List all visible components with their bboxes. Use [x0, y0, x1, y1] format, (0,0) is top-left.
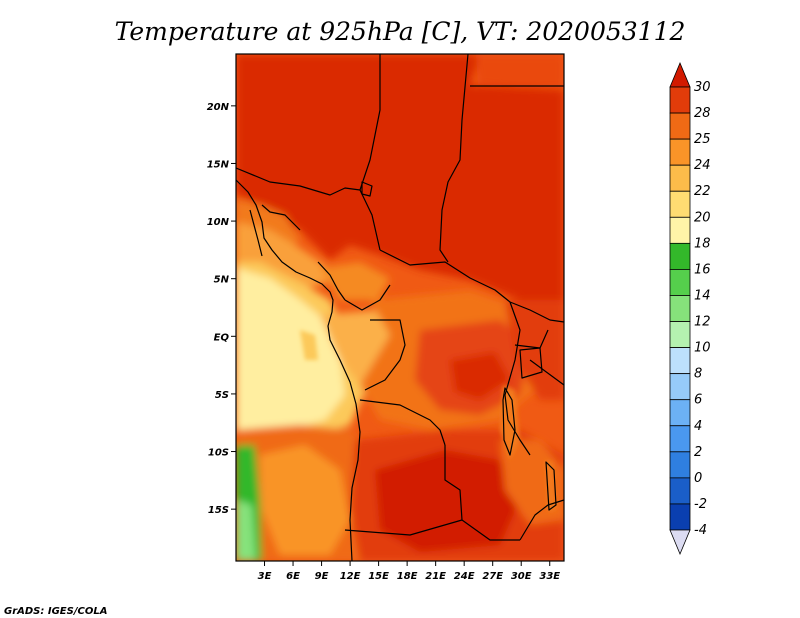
- x-tick-label: 21E: [425, 571, 446, 582]
- border-drc-east: [504, 301, 531, 456]
- colorbar-label: 12: [694, 315, 711, 330]
- x-tick-label: 24E: [454, 571, 475, 582]
- colorbar-label: -4: [694, 523, 707, 538]
- lake-chad: [361, 181, 373, 197]
- border-angola-drc: [359, 399, 446, 446]
- colorbar-label: -2: [694, 497, 707, 512]
- field-ne-28: [476, 54, 564, 88]
- colorbar-swatch: [669, 425, 691, 453]
- x-tick-label: 33E: [539, 571, 560, 582]
- colorbar-top-triangle: [669, 61, 691, 88]
- y-axis: 20N 15N 10N 5N EQ 5S 10S 15S: [207, 102, 236, 516]
- border-southsudan: [509, 301, 565, 323]
- y-tick-label: EQ: [214, 332, 230, 343]
- field-gulfcoast-24: [236, 222, 335, 290]
- colorbar-label: 8: [694, 367, 702, 382]
- y-tick-label: 20N: [207, 102, 230, 113]
- country-boundaries: [235, 53, 565, 562]
- colorbar-label: 20: [694, 210, 711, 225]
- y-tick-label: 15S: [208, 505, 229, 516]
- x-tick-label: 9E: [315, 571, 329, 582]
- x-tick-label: 18E: [397, 571, 418, 582]
- colorbar-label: 4: [694, 419, 702, 434]
- colorbar-swatch: [669, 399, 691, 427]
- temperature-field: [236, 54, 564, 561]
- colorbar-swatch: [669, 321, 691, 348]
- grads-credit: GrADS: IGES/COLA: [4, 606, 107, 617]
- colorbar-swatch: [669, 86, 691, 114]
- border-ghana: [249, 209, 263, 257]
- border-algeria-niger: [235, 167, 361, 196]
- colorbar-label: 24: [694, 158, 711, 173]
- x-tick-label: 27E: [482, 571, 503, 582]
- border-car: [379, 249, 511, 303]
- colorbar-swatch: [669, 503, 691, 531]
- colorbar-label: 14: [694, 288, 711, 303]
- colorbar-label: 25: [694, 132, 711, 147]
- colorbar-label: 16: [694, 262, 711, 277]
- colorbar-swatch: [669, 138, 691, 166]
- colorbar-label: 2: [694, 445, 702, 460]
- colorbar-swatch: [669, 216, 691, 244]
- colorbar-swatch: [669, 269, 691, 296]
- colorbar-swatch: [669, 477, 691, 505]
- colorbar-swatch: [669, 112, 691, 140]
- chart-title: Temperature at 925hPa [C], VT: 202005311…: [115, 17, 686, 46]
- colorbar-swatch: [669, 373, 691, 401]
- field-south-30: [375, 450, 520, 552]
- field-cameroon-25: [320, 262, 390, 300]
- border-cameroon-car: [344, 284, 391, 311]
- border-angola-zambia: [444, 445, 520, 541]
- colorbar-label: 18: [694, 236, 711, 251]
- field-sahara-30: [236, 54, 564, 320]
- colorbar-label: 10: [694, 341, 711, 356]
- field-coast-20: [236, 268, 345, 440]
- y-tick-label: 10N: [207, 217, 230, 228]
- colorbar-swatch: [669, 242, 691, 270]
- colorbar-label: 30: [694, 80, 711, 95]
- colorbar-label: 22: [694, 184, 711, 199]
- border-kenya-tanzania: [529, 359, 565, 386]
- border-westafrica: [261, 204, 301, 231]
- x-tick-label: 30E: [511, 571, 532, 582]
- y-tick-label: 5S: [215, 390, 229, 401]
- colorbar-swatch: [669, 164, 691, 192]
- y-tick-label: 10S: [208, 448, 229, 459]
- lake-tanganyika-shore: [502, 387, 516, 456]
- field-angola-24: [260, 445, 350, 555]
- x-tick-label: 12E: [340, 571, 361, 582]
- field-coast-spot: [300, 330, 318, 360]
- field-congo-30: [450, 352, 510, 400]
- colorbar-swatch: [669, 451, 691, 479]
- border-congo-drc: [364, 319, 406, 391]
- field-eastafrica-28: [505, 300, 564, 400]
- field-namib-14: [236, 500, 256, 561]
- x-tick-label: 6E: [286, 571, 300, 582]
- border-angola-namibia: [344, 519, 463, 536]
- colorbar-bottom-triangle: [669, 529, 691, 556]
- border-nigeria-cameroon: [317, 261, 346, 301]
- x-tick-label: 15E: [368, 571, 389, 582]
- x-tick-label: 3E: [258, 571, 272, 582]
- border-libya-egypt: [359, 54, 381, 191]
- colorbar-swatch: [669, 347, 691, 375]
- lake-malawi-shore: [545, 461, 557, 511]
- coastline: [235, 179, 361, 562]
- border-chad-sudan: [439, 53, 469, 263]
- map-frame: [235, 53, 565, 562]
- colorbar-label: 0: [694, 471, 702, 486]
- y-tick-label: 5N: [214, 275, 230, 286]
- colorbar-swatch: [669, 295, 691, 322]
- colorbar-label: 6: [694, 393, 702, 408]
- colorbar-swatch: [669, 190, 691, 218]
- colorbar-label: 28: [694, 106, 711, 121]
- lake-victoria: [519, 347, 543, 379]
- border-niger-chad: [359, 189, 381, 251]
- x-axis: 3E 6E 9E 12E 15E 18E 21E 24E 27E 30E 33E: [258, 561, 560, 582]
- y-tick-label: 15N: [207, 159, 230, 170]
